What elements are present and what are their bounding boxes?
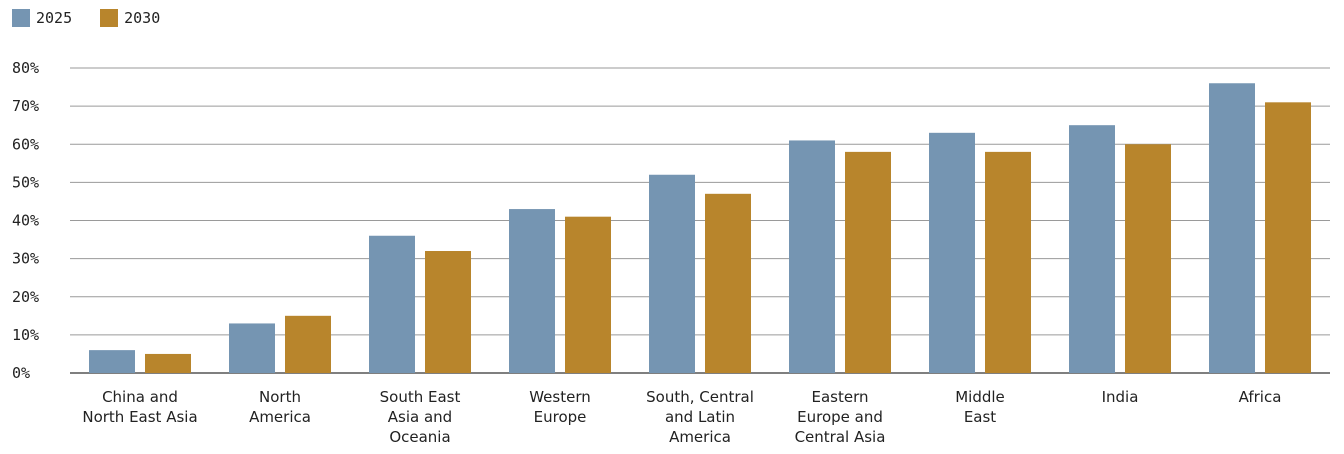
bar-2025 bbox=[789, 140, 835, 373]
y-tick-label: 20% bbox=[12, 288, 39, 306]
x-category-label: South East Asia and Oceania bbox=[380, 388, 461, 446]
x-category-label: Western Europe bbox=[529, 388, 591, 426]
bars bbox=[89, 83, 1311, 373]
bar-2030 bbox=[425, 251, 471, 373]
chart-legend: 2025 2030 bbox=[12, 9, 188, 27]
legend-label-2030: 2030 bbox=[124, 9, 161, 27]
x-category-label: North America bbox=[249, 388, 311, 426]
x-category-label: Africa bbox=[1239, 388, 1282, 406]
y-tick-label: 0% bbox=[12, 364, 30, 382]
bar-2030 bbox=[705, 193, 751, 373]
x-category-label: Middle East bbox=[955, 388, 1005, 426]
x-axis-labels: China and North East Asia North America Sout… bbox=[82, 388, 1281, 446]
bar-2030 bbox=[565, 216, 611, 373]
bar-2025 bbox=[649, 174, 695, 373]
y-tick-label: 30% bbox=[12, 250, 39, 268]
y-tick-label: 40% bbox=[12, 212, 39, 230]
y-tick-label: 50% bbox=[12, 173, 39, 191]
bar-2025 bbox=[89, 350, 135, 373]
bar-2025 bbox=[229, 323, 275, 373]
x-category-label: India bbox=[1102, 388, 1139, 406]
x-category-label: Eastern Europe and Central Asia bbox=[795, 388, 886, 446]
y-tick-label: 80% bbox=[12, 59, 39, 77]
bar-2030 bbox=[285, 315, 331, 373]
bar-2030 bbox=[985, 151, 1031, 373]
bar-2025 bbox=[1209, 83, 1255, 373]
legend-item-2025: 2025 bbox=[12, 9, 72, 27]
bar-2025 bbox=[369, 235, 415, 373]
bar-2025 bbox=[509, 209, 555, 373]
bar-2025 bbox=[929, 132, 975, 373]
y-tick-label: 70% bbox=[12, 97, 39, 115]
bar-2030 bbox=[845, 151, 891, 373]
legend-swatch-2030 bbox=[100, 9, 119, 27]
gridlines bbox=[70, 67, 1330, 374]
bar-2025 bbox=[1069, 125, 1115, 373]
bar-2030 bbox=[145, 353, 191, 373]
legend-item-2030: 2030 bbox=[100, 9, 160, 27]
x-category-label: South, Central and Latin America bbox=[646, 388, 754, 446]
bar-2030 bbox=[1125, 144, 1171, 373]
y-tick-label: 60% bbox=[12, 135, 39, 153]
y-axis-ticks: 0% 10% 20% 30% 40% 50% 60% 70% 80% bbox=[12, 59, 39, 382]
bar-2030 bbox=[1265, 102, 1311, 373]
x-category-label: China and North East Asia bbox=[82, 388, 197, 426]
legend-label-2025: 2025 bbox=[36, 9, 73, 27]
legend-swatch-2025 bbox=[12, 9, 30, 27]
y-tick-label: 10% bbox=[12, 326, 39, 344]
